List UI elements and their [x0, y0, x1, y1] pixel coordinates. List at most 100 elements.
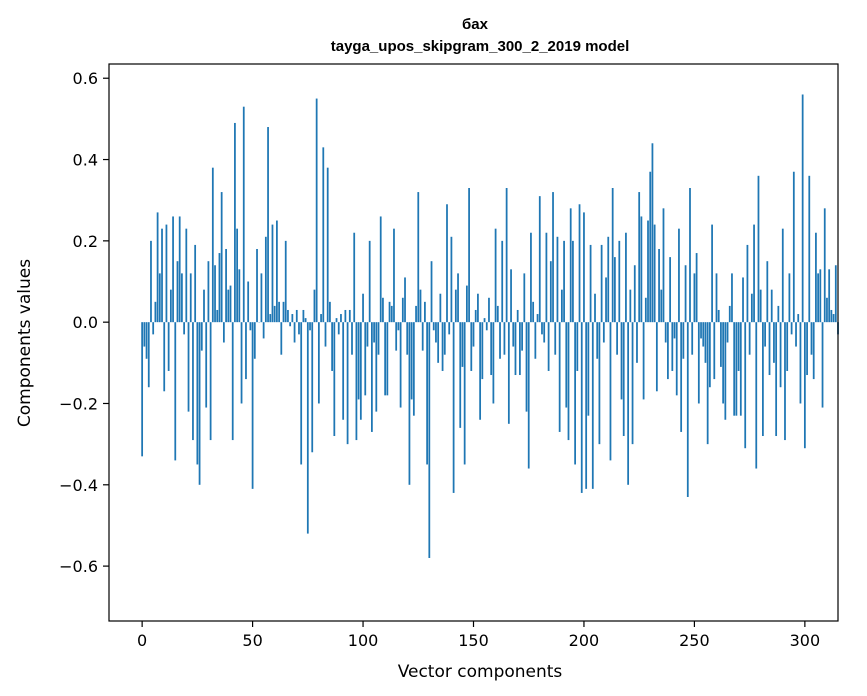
bar-144: [459, 322, 462, 428]
bar-247: [686, 322, 689, 497]
bar-33: [214, 265, 216, 323]
bar-221: [629, 289, 632, 323]
bar-252: [697, 322, 700, 404]
bar-89: [337, 322, 340, 335]
bar-56: [264, 236, 267, 323]
bar-29: [205, 322, 208, 408]
bar-187: [554, 322, 557, 355]
bar-231: [651, 143, 654, 323]
bar-259: [713, 322, 716, 380]
bar-206: [596, 322, 599, 359]
bar-287: [775, 322, 778, 437]
bar-72: [300, 322, 303, 465]
bar-179: [536, 314, 539, 323]
bar-258: [711, 224, 713, 323]
bar-83: [324, 322, 327, 347]
bar-213: [611, 188, 614, 323]
y-tick-label-6: −0.6: [59, 557, 98, 576]
bar-293: [788, 273, 791, 323]
bar-25: [196, 322, 199, 465]
bar-3: [147, 322, 150, 388]
bar-250: [693, 273, 696, 323]
bar-260: [715, 273, 718, 323]
bar-32: [211, 167, 214, 323]
bar-52: [256, 248, 258, 323]
bar-224: [636, 322, 638, 363]
bar-286: [773, 322, 775, 363]
bar-64: [282, 301, 285, 323]
x-axis-ticks: 0 50 100 150 200 250 300: [137, 621, 820, 650]
bar-208: [600, 244, 603, 323]
bar-106: [375, 322, 378, 412]
bar-279: [757, 175, 760, 323]
bar-222: [631, 322, 634, 445]
bar-178: [534, 322, 537, 359]
bar-191: [563, 240, 565, 323]
bar-4: [150, 240, 152, 323]
bar-167: [510, 269, 512, 323]
bar-68: [291, 314, 294, 323]
bar-194: [569, 208, 572, 323]
bar-9: [161, 228, 163, 323]
bar-91: [342, 322, 345, 420]
bar-272: [742, 277, 744, 323]
bar-307: [819, 269, 822, 323]
bar-185: [549, 261, 552, 323]
bar-138: [446, 204, 448, 323]
bar-58: [269, 314, 272, 323]
bar-96: [353, 232, 356, 323]
bar-203: [589, 244, 592, 323]
bar-248: [689, 188, 691, 323]
chart-title-line2: tayga_upos_skipgram_300_2_2019 model: [331, 38, 630, 55]
bar-262: [720, 322, 722, 367]
bar-62: [278, 301, 280, 323]
y-tick-label-5: −0.4: [59, 476, 98, 495]
bar-154: [481, 322, 484, 380]
bar-27: [200, 322, 203, 351]
bar-38: [225, 248, 227, 323]
bar-117: [399, 322, 402, 408]
bar-265: [726, 322, 729, 343]
bar-296: [795, 322, 797, 347]
y-axis-ticks: 0.6 0.4 0.2 0.0 −0.2 −0.4 −0.6: [59, 69, 109, 576]
bar-238: [667, 322, 669, 380]
bar-77: [311, 322, 314, 453]
bar-8: [158, 273, 161, 323]
bar-127: [421, 322, 424, 351]
x-tick-label-50: 50: [242, 631, 262, 650]
bar-300: [803, 322, 806, 449]
bar-304: [812, 322, 815, 380]
bar-35: [218, 253, 221, 323]
bar-48: [247, 281, 250, 323]
y-tick-label-4: −0.2: [59, 394, 98, 413]
bar-276: [750, 293, 753, 323]
bar-197: [576, 322, 579, 371]
bar-210: [605, 277, 607, 323]
bar-20: [185, 228, 188, 323]
bar-152: [477, 293, 479, 323]
bar-232: [653, 224, 656, 323]
bar-181: [541, 322, 543, 335]
bar-21: [187, 322, 190, 412]
bar-156: [485, 322, 488, 331]
bar-99: [359, 322, 362, 420]
bar-255: [704, 322, 707, 363]
bar-116: [397, 322, 400, 331]
bar-283: [766, 261, 769, 323]
bar-311: [828, 269, 831, 323]
bar-84: [326, 167, 329, 323]
bar-254: [702, 322, 705, 347]
bar-146: [463, 322, 466, 465]
bar-128: [424, 301, 426, 323]
bar-141: [452, 322, 455, 493]
bar-302: [808, 175, 811, 323]
bar-174: [525, 322, 528, 412]
bar-86: [331, 322, 333, 371]
bar-69: [293, 322, 296, 343]
bar-308: [821, 322, 824, 408]
bar-313: [832, 314, 835, 323]
bar-202: [587, 322, 590, 416]
bar-150: [472, 322, 475, 347]
bar-101: [364, 322, 367, 396]
bar-236: [662, 208, 665, 323]
